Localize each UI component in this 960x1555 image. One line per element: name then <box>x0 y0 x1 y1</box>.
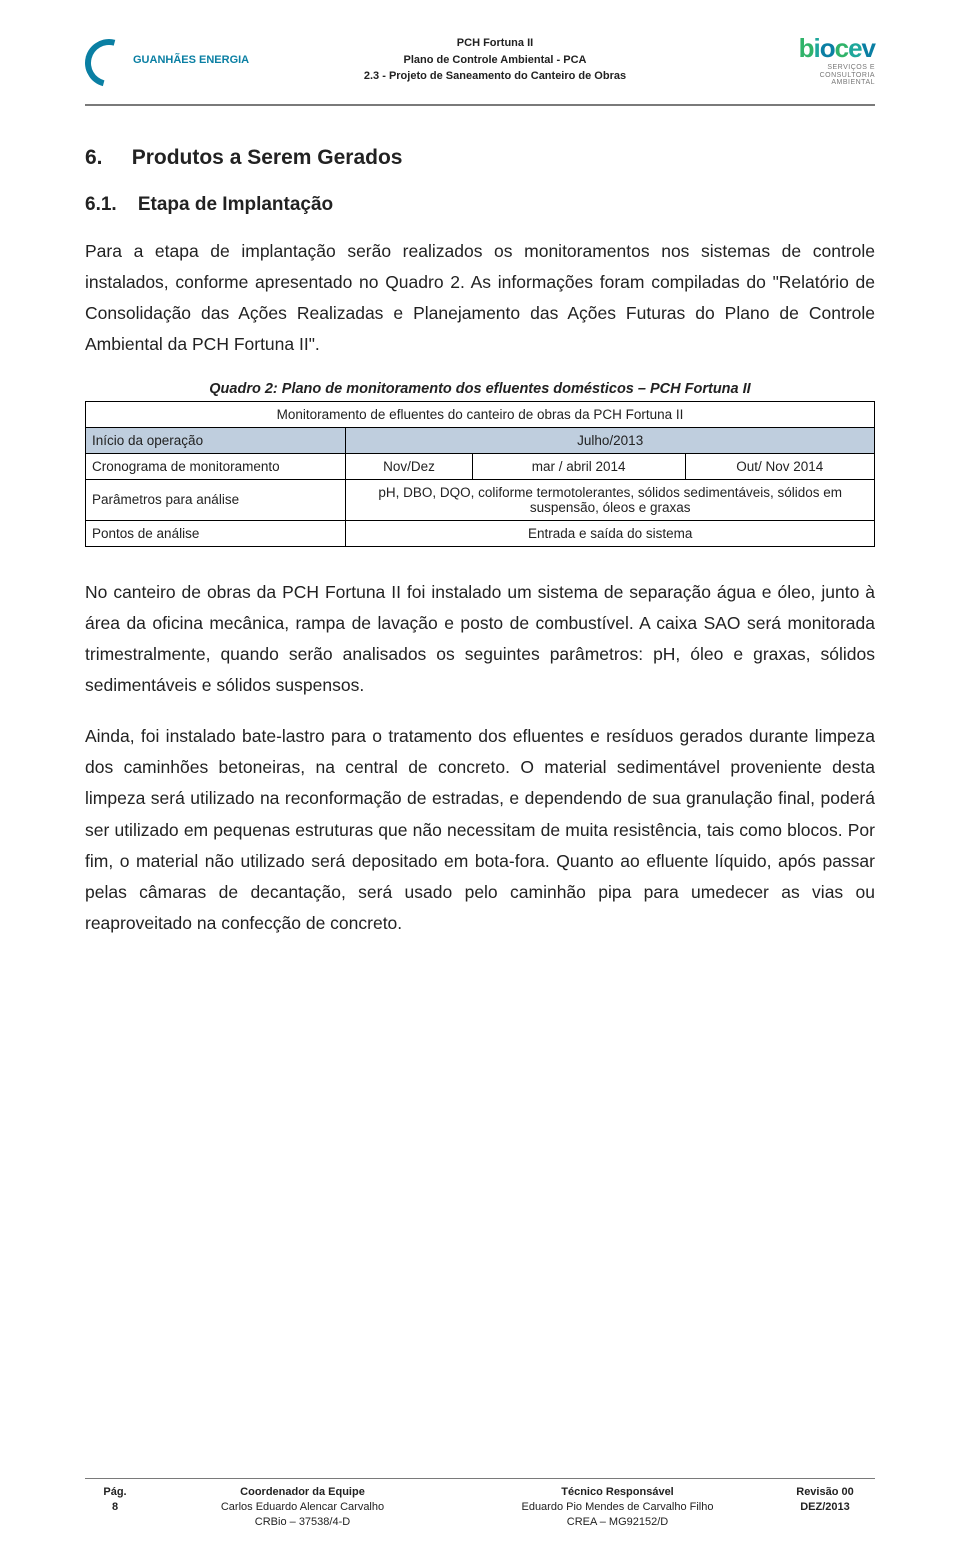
footer-page: Pág. 8 <box>85 1485 145 1515</box>
header-rule <box>85 104 875 106</box>
biocev-sub1: SERVIÇOS E <box>735 64 875 72</box>
cell-value: Julho/2013 <box>346 427 875 453</box>
biocev-sub3: AMBIENTAL <box>735 79 875 87</box>
footer-coord-name: Carlos Eduardo Alencar Carvalho <box>145 1500 460 1515</box>
paragraph-1: Para a etapa de implantação serão realiz… <box>85 236 875 361</box>
footer-rev-date: DEZ/2013 <box>775 1500 875 1515</box>
section-heading: 6. Produtos a Serem Gerados <box>85 146 875 170</box>
logo-left: GUANHÃES ENERGIA <box>85 30 255 90</box>
footer-tec-reg: CREA – MG92152/D <box>460 1515 775 1530</box>
page: GUANHÃES ENERGIA PCH Fortuna II Plano de… <box>0 0 960 1555</box>
header-title-block: PCH Fortuna II Plano de Controle Ambient… <box>255 35 735 85</box>
cell-value: mar / abril 2014 <box>472 453 685 479</box>
page-footer: Pág. 8 Coordenador da Equipe Carlos Edua… <box>85 1485 875 1530</box>
logo-right: biocev SERVIÇOS E CONSULTORIA AMBIENTAL <box>735 33 875 87</box>
header-line1: PCH Fortuna II <box>255 35 735 52</box>
section-num: 6. <box>85 146 103 169</box>
cell-value: Out/ Nov 2014 <box>685 453 874 479</box>
subsection-title: Etapa de Implantação <box>138 194 333 215</box>
table-row: Início da operação Julho/2013 <box>86 427 875 453</box>
monitoring-table: Monitoramento de efluentes do canteiro d… <box>85 401 875 547</box>
table-caption: Quadro 2: Plano de monitoramento dos efl… <box>85 381 875 397</box>
logo-left-text: GUANHÃES ENERGIA <box>133 55 249 66</box>
table-row: Parâmetros para análise pH, DBO, DQO, co… <box>86 479 875 520</box>
page-header: GUANHÃES ENERGIA PCH Fortuna II Plano de… <box>85 30 875 90</box>
header-line2: Plano de Controle Ambiental - PCA <box>255 52 735 69</box>
paragraph-3: Ainda, foi instalado bate-lastro para o … <box>85 721 875 939</box>
footer-tec-label: Técnico Responsável <box>460 1485 775 1500</box>
table-title-cell: Monitoramento de efluentes do canteiro d… <box>86 401 875 427</box>
biocev-sub2: CONSULTORIA <box>735 72 875 80</box>
footer-technical: Técnico Responsável Eduardo Pio Mendes d… <box>460 1485 775 1530</box>
footer-coord-label: Coordenador da Equipe <box>145 1485 460 1500</box>
subsection-heading: 6.1. Etapa de Implantação <box>85 194 875 216</box>
footer-tec-name: Eduardo Pio Mendes de Carvalho Filho <box>460 1500 775 1515</box>
cell-label: Início da operação <box>86 427 346 453</box>
table-row: Monitoramento de efluentes do canteiro d… <box>86 401 875 427</box>
footer-revision: Revisão 00 DEZ/2013 <box>775 1485 875 1515</box>
cell-label: Pontos de análise <box>86 520 346 546</box>
table-row: Cronograma de monitoramento Nov/Dez mar … <box>86 453 875 479</box>
cell-value: Entrada e saída do sistema <box>346 520 875 546</box>
cell-label: Parâmetros para análise <box>86 479 346 520</box>
header-line3: 2.3 - Projeto de Saneamento do Canteiro … <box>255 68 735 85</box>
footer-rule <box>85 1478 875 1479</box>
cell-value: pH, DBO, DQO, coliforme termotolerantes,… <box>346 479 875 520</box>
subsection-num: 6.1. <box>85 194 117 215</box>
table-row: Pontos de análise Entrada e saída do sis… <box>86 520 875 546</box>
biocev-logo: biocev <box>735 33 875 64</box>
content: 6. Produtos a Serem Gerados 6.1. Etapa d… <box>85 146 875 1438</box>
cell-value: Nov/Dez <box>346 453 472 479</box>
footer-rev-label: Revisão 00 <box>775 1485 875 1500</box>
section-title: Produtos a Serem Gerados <box>132 146 403 169</box>
footer-page-number: 8 <box>85 1500 145 1515</box>
swirl-icon <box>85 39 127 81</box>
footer-coord-reg: CRBio – 37538/4-D <box>145 1515 460 1530</box>
cell-label: Cronograma de monitoramento <box>86 453 346 479</box>
footer-coordinator: Coordenador da Equipe Carlos Eduardo Ale… <box>145 1485 460 1530</box>
footer-page-label: Pág. <box>85 1485 145 1500</box>
paragraph-2: No canteiro de obras da PCH Fortuna II f… <box>85 577 875 702</box>
